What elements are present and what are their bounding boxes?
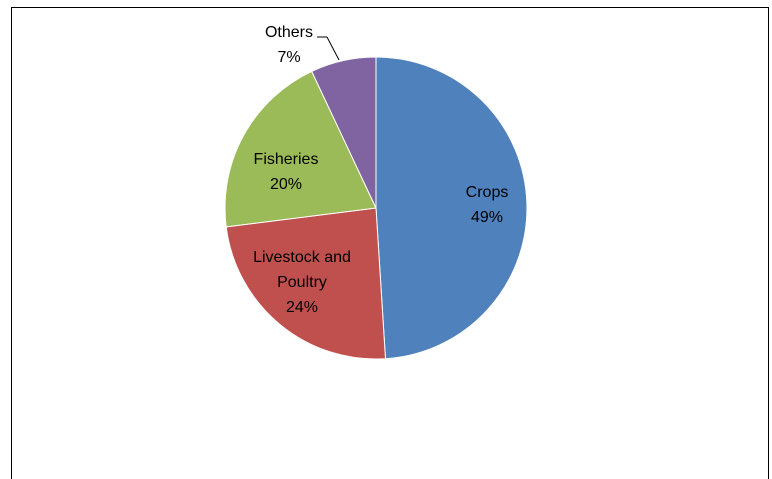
slice-labels: Crops 49% Livestock and Poultry 24% Fisheries… [253, 24, 508, 316]
pie-slice-fisheries [224, 70, 377, 228]
slice-value-label: 49% [471, 209, 503, 226]
slice-value-label: 24% [286, 299, 318, 316]
slice-value-label: 7% [277, 49, 300, 66]
pie-slices [224, 56, 528, 360]
slice-category-label: Livestock and [253, 249, 351, 266]
slice-value-label: 20% [270, 176, 302, 193]
slice-category-label: Others [265, 24, 313, 41]
pie-slice-livestock-and-poultry [225, 207, 387, 360]
pie-slice-others [311, 56, 377, 209]
slice-category-label: Poultry [277, 274, 327, 291]
slice-category-label: Fisheries [254, 151, 319, 168]
pie-slice-crops [375, 56, 528, 360]
slice-category-label: Crops [466, 184, 509, 201]
others-leader-line-tick [326, 36, 340, 61]
